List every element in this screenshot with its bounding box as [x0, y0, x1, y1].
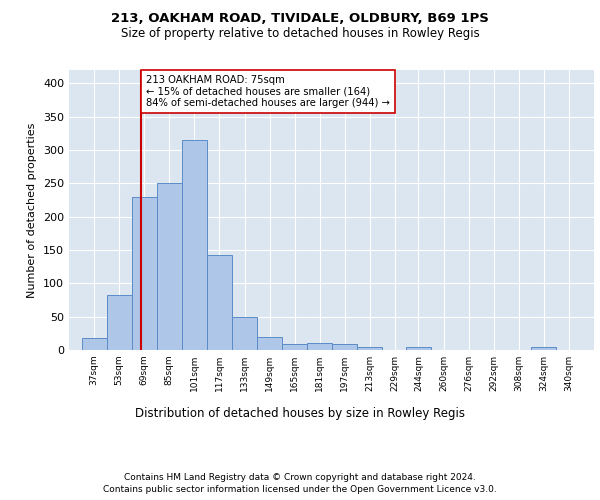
Bar [131, 196, 157, 350]
Bar [157, 184, 182, 350]
Bar [532, 348, 556, 350]
Bar [207, 256, 232, 350]
Bar [257, 336, 282, 350]
Text: 213, OAKHAM ROAD, TIVIDALE, OLDBURY, B69 1PS: 213, OAKHAM ROAD, TIVIDALE, OLDBURY, B69… [111, 12, 489, 26]
Text: Size of property relative to detached houses in Rowley Regis: Size of property relative to detached ho… [121, 28, 479, 40]
Bar [307, 344, 332, 350]
Bar [332, 344, 358, 350]
Bar [232, 316, 257, 350]
Bar [82, 338, 107, 350]
Text: Contains HM Land Registry data © Crown copyright and database right 2024.: Contains HM Land Registry data © Crown c… [124, 472, 476, 482]
Bar [358, 346, 382, 350]
Bar [182, 140, 207, 350]
Bar [282, 344, 307, 350]
Text: 213 OAKHAM ROAD: 75sqm
← 15% of detached houses are smaller (164)
84% of semi-de: 213 OAKHAM ROAD: 75sqm ← 15% of detached… [146, 74, 389, 108]
Text: Contains public sector information licensed under the Open Government Licence v3: Contains public sector information licen… [103, 485, 497, 494]
Bar [406, 348, 431, 350]
Text: Distribution of detached houses by size in Rowley Regis: Distribution of detached houses by size … [135, 408, 465, 420]
Bar [107, 294, 131, 350]
Y-axis label: Number of detached properties: Number of detached properties [28, 122, 37, 298]
